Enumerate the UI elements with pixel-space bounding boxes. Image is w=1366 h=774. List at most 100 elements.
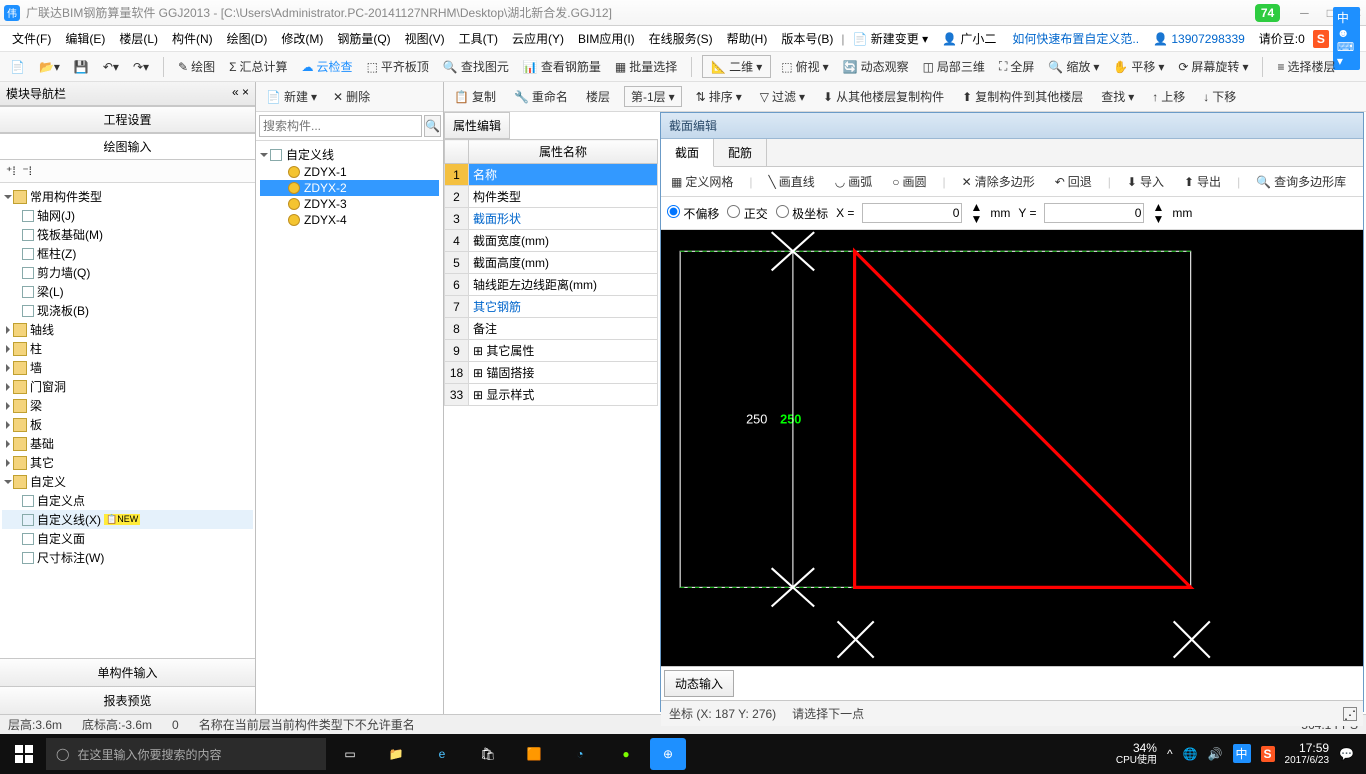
tree-item[interactable]: 框柱(Z) bbox=[2, 244, 253, 263]
x-stepper[interactable]: ▲▼ bbox=[970, 201, 982, 225]
new-change-button[interactable]: 📄 新建变更 ▾ bbox=[846, 27, 934, 50]
y-stepper[interactable]: ▲▼ bbox=[1152, 201, 1164, 225]
pan-button[interactable]: ✋ 平移▾ bbox=[1109, 56, 1168, 77]
fullscreen-button[interactable]: ⛶ 全屏 bbox=[995, 56, 1038, 77]
property-row[interactable]: 18⊞ 锚固搭接 bbox=[445, 362, 658, 384]
list-item[interactable]: ZDYX-3 bbox=[260, 196, 439, 212]
menu-item[interactable]: 文件(F) bbox=[6, 27, 57, 50]
help-tip-link[interactable]: 如何快速布置自定义范.. bbox=[1006, 27, 1145, 50]
edge-icon[interactable]: e bbox=[420, 734, 464, 774]
update-badge[interactable]: 74 bbox=[1255, 4, 1280, 22]
rebar-tab[interactable]: 配筋 bbox=[714, 139, 767, 166]
taskbar-search[interactable]: ◯ 在这里输入你要搜索的内容 bbox=[46, 738, 326, 770]
expand-icon[interactable]: ⁺⁞ bbox=[6, 164, 16, 178]
clock[interactable]: 17:592017/6/23 bbox=[1285, 741, 1330, 767]
tree-item[interactable]: 门窗洞 bbox=[2, 377, 253, 396]
menu-item[interactable]: 视图(V) bbox=[399, 27, 451, 50]
tree-item[interactable]: 自定义 bbox=[2, 472, 253, 491]
new-file-button[interactable]: 📄 bbox=[6, 58, 29, 76]
tree-item[interactable]: 尺寸标注(W) bbox=[2, 548, 253, 567]
tree-item[interactable]: 自定义面 bbox=[2, 529, 253, 548]
filter-button[interactable]: ▽ 过滤▾ bbox=[756, 86, 809, 107]
view-mode-select[interactable]: 📐 二维 ▾ bbox=[702, 55, 771, 78]
tree-item[interactable]: 轴网(J) bbox=[2, 206, 253, 225]
user-indicator[interactable]: 👤 广小二 bbox=[936, 27, 1002, 50]
menu-item[interactable]: 帮助(H) bbox=[721, 27, 774, 50]
menu-item[interactable]: 绘图(D) bbox=[221, 27, 274, 50]
menu-item[interactable]: 版本号(B) bbox=[775, 27, 839, 50]
property-row[interactable]: 6轴线距左边线距离(mm) bbox=[445, 274, 658, 296]
new-component-button[interactable]: 📄 新建▾ bbox=[262, 86, 321, 107]
y-input[interactable] bbox=[1044, 203, 1144, 223]
draw-arc-button[interactable]: ◡ 画弧 bbox=[831, 171, 877, 192]
copy-from-floor-button[interactable]: ⬇ 从其他楼层复制构件 bbox=[819, 86, 948, 107]
menu-item[interactable]: 楼层(L) bbox=[113, 27, 164, 50]
open-file-button[interactable]: 📂▾ bbox=[35, 58, 64, 76]
tree-item[interactable]: 板 bbox=[2, 415, 253, 434]
draw-button[interactable]: ✎ 绘图 bbox=[174, 56, 219, 77]
sum-button[interactable]: Σ 汇总计算 bbox=[225, 56, 291, 77]
undo-button[interactable]: ↶▾ bbox=[99, 58, 123, 76]
resize-grip[interactable]: ⋰ bbox=[1343, 707, 1357, 721]
menu-item[interactable]: 构件(N) bbox=[166, 27, 219, 50]
app1-icon[interactable]: 🟧 bbox=[512, 734, 556, 774]
menu-item[interactable]: 在线服务(S) bbox=[643, 27, 719, 50]
ime-zh-icon[interactable]: 中 bbox=[1233, 744, 1251, 763]
view-rebar-button[interactable]: 📊 查看钢筋量 bbox=[519, 56, 605, 77]
ime-badge[interactable]: S bbox=[1313, 30, 1329, 48]
delete-component-button[interactable]: ✕ 删除 bbox=[329, 86, 374, 107]
import-button[interactable]: ⬇ 导入 bbox=[1123, 171, 1168, 192]
rotate-screen-button[interactable]: ⟳ 屏幕旋转▾ bbox=[1174, 56, 1252, 77]
property-row[interactable]: 9⊞ 其它属性 bbox=[445, 340, 658, 362]
menu-item[interactable]: 云应用(Y) bbox=[506, 27, 570, 50]
app3-icon[interactable]: ● bbox=[604, 734, 648, 774]
property-row[interactable]: 2构件类型 bbox=[445, 186, 658, 208]
batch-select-button[interactable]: ▦ 批量选择 bbox=[611, 56, 681, 77]
align-top-button[interactable]: ⬚ 平齐板顶 bbox=[363, 56, 433, 77]
menu-item[interactable]: BIM应用(I) bbox=[572, 27, 641, 50]
define-grid-button[interactable]: ▦ 定义网格 bbox=[667, 171, 737, 192]
network-icon[interactable]: 🌐 bbox=[1183, 747, 1198, 761]
property-tab[interactable]: 属性编辑 bbox=[444, 112, 510, 139]
tree-item[interactable]: 基础 bbox=[2, 434, 253, 453]
draw-line-button[interactable]: ╲ 画直线 bbox=[764, 171, 818, 192]
cloud-check-button[interactable]: ☁ 云检查 bbox=[298, 56, 357, 77]
property-row[interactable]: 8备注 bbox=[445, 318, 658, 340]
tree-item[interactable]: 常用构件类型 bbox=[2, 187, 253, 206]
tray-up-icon[interactable]: ^ bbox=[1167, 747, 1173, 761]
search-component-input[interactable] bbox=[259, 115, 422, 137]
polar-radio[interactable]: 极坐标 bbox=[776, 205, 828, 222]
collapse-icon[interactable]: ⁻⁞ bbox=[22, 164, 32, 178]
active-app-icon[interactable]: ⊕ bbox=[650, 738, 686, 770]
move-down-button[interactable]: ↓ 下移 bbox=[1199, 86, 1240, 107]
component-list[interactable]: 自定义线 ZDYX-1 ZDYX-2 ZDYX-3 ZDYX-4 bbox=[256, 141, 443, 714]
dynamic-input-button[interactable]: 动态输入 bbox=[664, 670, 734, 697]
export-button[interactable]: ⬆ 导出 bbox=[1180, 171, 1225, 192]
find-element-button[interactable]: 🔍 查找图元 bbox=[439, 56, 513, 77]
find-button[interactable]: 查找▾ bbox=[1097, 86, 1138, 107]
single-component-button[interactable]: 单构件输入 bbox=[0, 658, 255, 686]
draw-input-tab[interactable]: 绘图输入 bbox=[0, 133, 255, 160]
property-row[interactable]: 3截面形状 bbox=[445, 208, 658, 230]
floor-select[interactable]: 第-1层 ▾ bbox=[624, 86, 682, 107]
property-table[interactable]: 属性名称 1名称2构件类型3截面形状4截面宽度(mm)5截面高度(mm)6轴线距… bbox=[444, 139, 658, 406]
copy-button[interactable]: 📋 复制 bbox=[450, 86, 500, 107]
sogou-icon[interactable]: S bbox=[1261, 746, 1275, 762]
section-canvas[interactable]: 250 250 bbox=[661, 230, 1363, 666]
select-floor-button[interactable]: ≡ 选择楼层 bbox=[1273, 56, 1339, 77]
list-item[interactable]: ZDYX-1 bbox=[260, 164, 439, 180]
rename-button[interactable]: 🔧 重命名 bbox=[510, 86, 572, 107]
start-button[interactable] bbox=[4, 734, 44, 774]
x-input[interactable] bbox=[862, 203, 962, 223]
report-preview-button[interactable]: 报表预览 bbox=[0, 686, 255, 714]
list-item[interactable]: ZDYX-4 bbox=[260, 212, 439, 228]
tree-item[interactable]: 墙 bbox=[2, 358, 253, 377]
tree-item[interactable]: 梁 bbox=[2, 396, 253, 415]
phone-label[interactable]: 👤 13907298339 bbox=[1147, 29, 1251, 49]
ortho-radio[interactable]: 正交 bbox=[727, 205, 767, 222]
property-row[interactable]: 33⊞ 显示样式 bbox=[445, 384, 658, 406]
cpu-meter[interactable]: 34%CPU使用 bbox=[1116, 741, 1157, 767]
tree-item[interactable]: 筏板基础(M) bbox=[2, 225, 253, 244]
menu-item[interactable]: 工具(T) bbox=[453, 27, 504, 50]
sort-button[interactable]: ⇅ 排序▾ bbox=[692, 86, 746, 107]
